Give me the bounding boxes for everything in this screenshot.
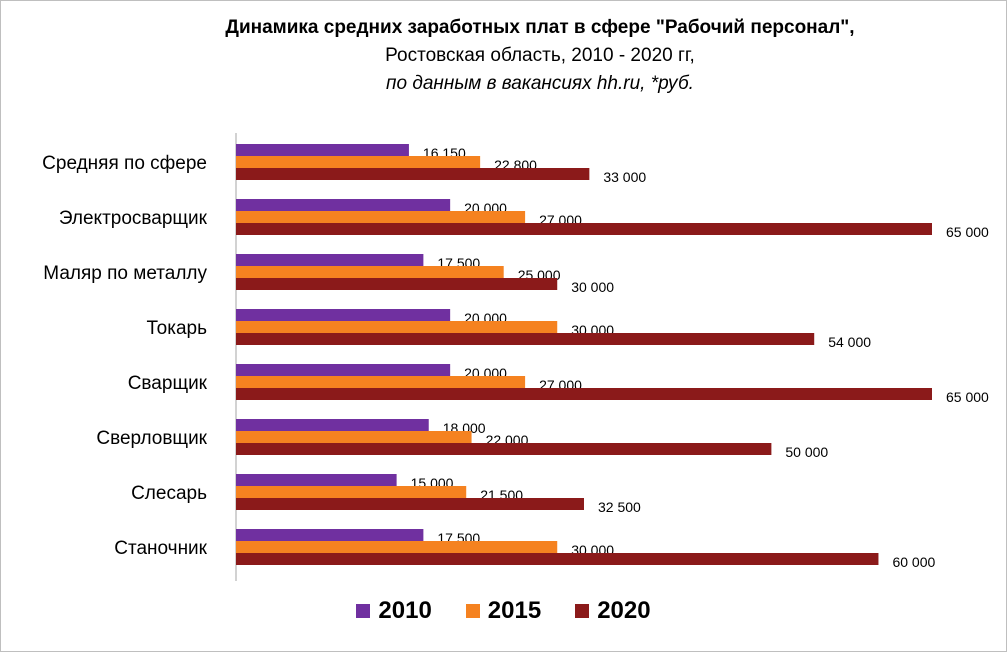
bar-2015 (236, 486, 467, 498)
chart-titles: Динамика средних заработных плат в сфере… (180, 14, 900, 98)
category-label: Сварщик (128, 373, 208, 394)
bar-2015 (236, 211, 526, 223)
bar-2020 (236, 333, 815, 345)
category-label: Средняя по сфере (42, 153, 207, 174)
legend-label-2015: 2015 (487, 597, 542, 624)
bar-2015 (236, 541, 558, 553)
bar-2010 (236, 364, 451, 376)
bar-2020 (236, 223, 932, 235)
legend-swatch-2015 (465, 604, 480, 618)
legend-label-2020: 2020 (597, 597, 651, 624)
category-label: Слесарь (131, 483, 207, 504)
bar-2010 (236, 254, 424, 266)
category-label: Станочник (114, 538, 207, 559)
bar-2010 (236, 529, 424, 541)
legend-label-2010: 2010 (378, 597, 432, 624)
category-label: Токарь (147, 318, 208, 339)
chart-source-note: по данным в вакансиях hh.ru, *руб. (386, 73, 694, 94)
data-label-2020: 50 000 (785, 444, 828, 460)
bar-2010 (236, 144, 409, 156)
legend-item-2020: 2020 (575, 597, 651, 625)
bar-2015 (236, 321, 558, 333)
chart-title: Динамика средних заработных плат в сфере… (225, 17, 855, 38)
data-label-2020: 54 000 (828, 334, 871, 350)
bar-2010 (236, 309, 451, 321)
bar-2015 (236, 156, 481, 168)
bar-2010 (236, 199, 451, 211)
bar-2020 (236, 278, 558, 290)
bar-2020 (236, 168, 590, 180)
bar-2010 (236, 419, 429, 431)
data-label-2020: 60 000 (892, 554, 935, 570)
bar-2015 (236, 266, 504, 278)
data-label-2020: 65 000 (946, 389, 989, 405)
legend-swatch-2010 (356, 604, 371, 618)
legend-item-2010: 2010 (356, 597, 432, 625)
data-label-2020: 30 000 (571, 279, 614, 295)
bar-2020 (236, 388, 932, 400)
legend-swatch-2020 (575, 604, 590, 618)
bar-2010 (236, 474, 397, 486)
bar-2020 (236, 498, 584, 510)
category-label: Сверловщик (96, 428, 207, 449)
category-label: Маляр по металлу (43, 263, 207, 284)
data-label-2020: 32 500 (598, 499, 641, 515)
chart-subtitle: Ростовская область, 2010 - 2020 гг, (385, 45, 695, 66)
category-label: Электросварщик (59, 208, 208, 229)
chart-legend: 2010 2015 2020 (0, 597, 1007, 625)
legend-item-2015: 2015 (465, 597, 542, 625)
bar-2020 (236, 443, 772, 455)
bar-2020 (236, 553, 879, 565)
bar-2015 (236, 376, 526, 388)
data-label-2020: 33 000 (603, 169, 646, 185)
bar-2015 (236, 431, 472, 443)
data-label-2020: 65 000 (946, 224, 989, 240)
